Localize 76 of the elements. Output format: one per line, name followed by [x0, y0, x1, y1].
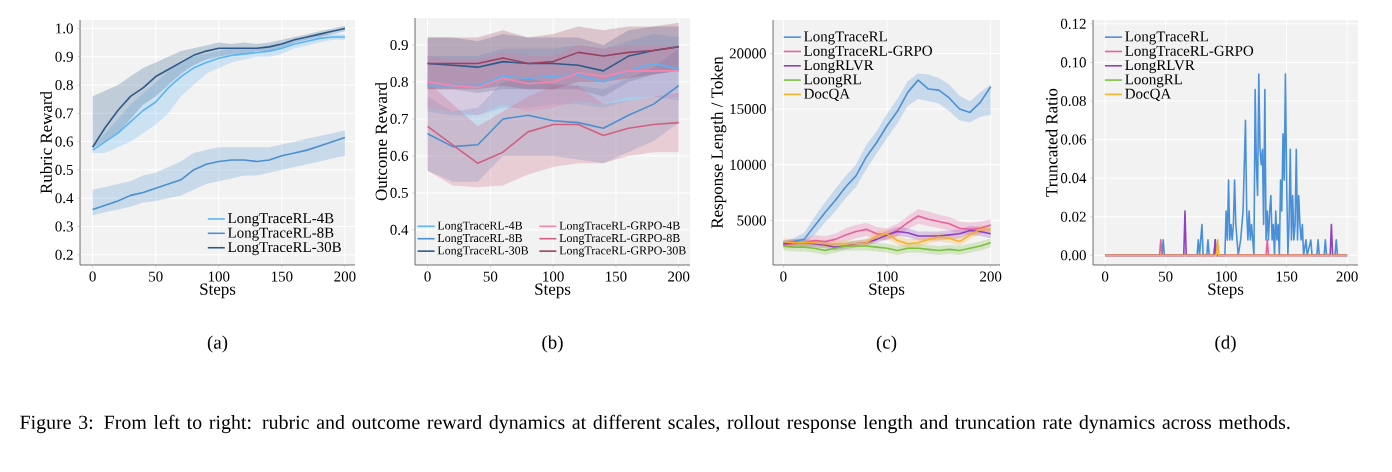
x-tick-label: 200: [668, 271, 690, 282]
y-axis-title: Response Length / Token: [710, 56, 727, 229]
y-tick-label: 0.5: [390, 187, 408, 198]
y-tick-label: 15000: [730, 104, 766, 115]
text: (b): [542, 335, 563, 353]
y-tick-label: 20000: [729, 48, 766, 59]
y-tick-label: 0.06: [1060, 134, 1087, 145]
x-tick-label: 0: [424, 271, 431, 282]
x-axis-title: Steps: [1208, 283, 1244, 299]
caption: Figure 3: From left to right: rubric and outcome reward dynamics at different scales, rollout response length and truncation rate dynamics across methods.: [20, 414, 1290, 434]
legend-label: LongTraceRL-GRPO: [1125, 45, 1254, 59]
y-tick-label: 10000: [730, 159, 766, 170]
legend-label: LongTraceRL-GRPO-30B: [559, 246, 686, 257]
y-tick-label: 0.7: [55, 108, 74, 119]
y-tick-label: 0.4: [55, 193, 74, 204]
legend-label: LoongRL: [804, 74, 861, 88]
x-tick-label: 50: [1159, 271, 1173, 282]
x-tick-label: 100: [543, 271, 564, 282]
x-axis-title: Steps: [200, 283, 236, 299]
y-axis-title: Truncated Ratio: [1045, 88, 1058, 197]
legend-label: LongTraceRL-4B: [228, 213, 334, 227]
legend-label: LongTraceRL-GRPO: [804, 45, 932, 59]
x-axis-title: Steps: [535, 283, 571, 299]
x-tick-label: 100: [208, 271, 230, 282]
x-tick-label: 0: [1101, 271, 1109, 282]
y-tick-label: 0.7: [390, 113, 409, 125]
legend-label: LongTraceRL-8B: [437, 233, 523, 245]
y-tick-label: 0.8: [55, 79, 73, 91]
y-tick-label: 0.00: [1060, 250, 1086, 261]
x-tick-label: 50: [149, 271, 163, 282]
y-tick-label: 1.0: [56, 23, 73, 34]
y-tick-label: 0.08: [1060, 95, 1086, 107]
x-tick-label: 0: [780, 271, 787, 282]
legend-label: LongTraceRL: [1125, 31, 1208, 45]
legend-label: LongRLVR: [804, 60, 874, 74]
legend-label: DocQA: [804, 88, 850, 101]
y-tick-label: 0.3: [55, 221, 73, 232]
y-tick-label: 0.4: [390, 224, 409, 235]
y-tick-label: 0.10: [1060, 57, 1086, 68]
x-tick-label: 200: [980, 271, 1002, 282]
legend-label: LongTraceRL-30B: [228, 242, 341, 256]
x-tick-label: 100: [877, 271, 898, 282]
y-axis-title: Rubric Reward: [40, 91, 52, 194]
y-tick-label: 0.5: [55, 164, 73, 176]
legend-label: LongTraceRL: [804, 31, 887, 45]
text: (d): [1215, 335, 1236, 353]
y-tick-label: 0.6: [55, 136, 74, 147]
legend-label: LongTraceRL-4B: [437, 221, 523, 233]
y-tick-label: 5000: [737, 215, 766, 226]
y-tick-label: 0.9: [390, 39, 408, 51]
y-tick-label: 0.12: [1060, 18, 1086, 29]
legend-label: LongTraceRL-GRPO-8B: [559, 233, 680, 245]
legend-label: LongTraceRL-GRPO-4B: [559, 221, 680, 233]
y-tick-label: 0.02: [1060, 211, 1086, 222]
legend-label: LongTraceRL-30B: [437, 246, 529, 257]
y-tick-label: 0.8: [390, 76, 408, 88]
x-tick-label: 200: [334, 271, 356, 282]
x-tick-label: 0: [89, 271, 96, 282]
x-tick-label: 150: [271, 271, 293, 282]
y-axis-title: Outcome Reward: [375, 82, 387, 201]
legend-label: LongTraceRL-8B: [228, 227, 334, 241]
text: (a): [207, 335, 228, 353]
text: (c): [876, 335, 897, 353]
y-tick-label: 0.6: [390, 150, 409, 161]
x-tick-label: 50: [483, 271, 498, 282]
legend-label: LoongRL: [1125, 74, 1182, 88]
legend-label: DocQA: [1125, 88, 1172, 101]
x-tick-label: 150: [606, 271, 627, 282]
x-tick-label: 150: [1276, 271, 1298, 282]
y-tick-label: 0.04: [1060, 173, 1087, 184]
y-tick-label: 0.9: [55, 51, 73, 62]
x-axis-title: Steps: [869, 283, 905, 299]
legend-label: LongRLVR: [1125, 60, 1195, 74]
y-tick-label: 0.2: [55, 249, 73, 260]
x-tick-label: 200: [1336, 271, 1358, 282]
x-tick-label: 100: [1216, 271, 1237, 282]
